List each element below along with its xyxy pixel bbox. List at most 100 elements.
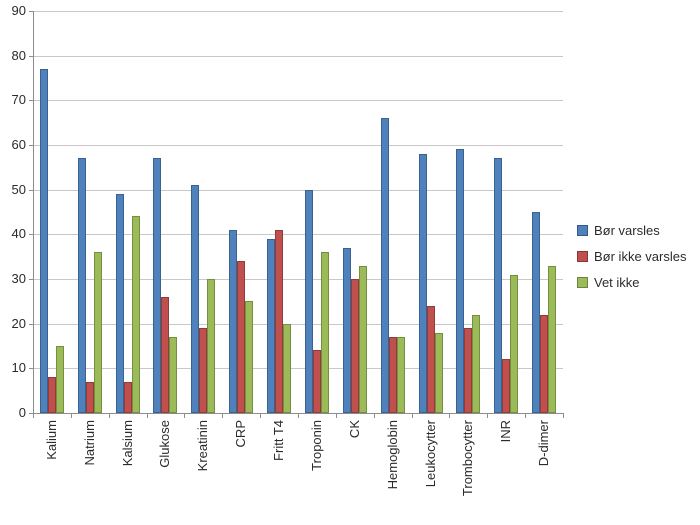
x-axis-category-label: Glukose bbox=[157, 420, 172, 468]
bar-b-r-ikke-varsles bbox=[502, 359, 510, 413]
x-axis-tick bbox=[487, 413, 488, 418]
bar-b-r-varsles bbox=[153, 158, 161, 413]
legend-item: Bør varsles bbox=[577, 222, 686, 238]
bar-vet-ikke bbox=[321, 252, 329, 413]
bar-b-r-varsles bbox=[78, 158, 86, 413]
x-axis-category-label: Leukocytter bbox=[423, 420, 438, 488]
y-axis-tick-label: 20 bbox=[11, 316, 26, 331]
bar-b-r-ikke-varsles bbox=[124, 382, 132, 413]
y-axis-tick-label: 50 bbox=[11, 182, 26, 197]
bar-vet-ikke bbox=[245, 301, 253, 413]
x-axis-tick bbox=[71, 413, 72, 418]
x-axis-tick bbox=[412, 413, 413, 418]
bar-b-r-ikke-varsles bbox=[464, 328, 472, 413]
bar-b-r-ikke-varsles bbox=[199, 328, 207, 413]
x-axis-tick bbox=[336, 413, 337, 418]
bar-b-r-ikke-varsles bbox=[275, 230, 283, 413]
y-axis-tick bbox=[29, 145, 33, 146]
bar-vet-ikke bbox=[397, 337, 405, 413]
gridline bbox=[33, 11, 563, 12]
bar-b-r-varsles bbox=[532, 212, 540, 413]
bar-b-r-varsles bbox=[419, 154, 427, 413]
bar-b-r-ikke-varsles bbox=[389, 337, 397, 413]
gridline bbox=[33, 100, 563, 101]
y-axis-line bbox=[33, 11, 34, 413]
bar-b-r-ikke-varsles bbox=[86, 382, 94, 413]
legend-swatch-icon bbox=[577, 276, 588, 288]
x-axis-tick bbox=[563, 413, 564, 418]
x-axis-category-label: Kalium bbox=[44, 420, 59, 460]
bar-b-r-ikke-varsles bbox=[237, 261, 245, 413]
x-axis-category-label: Troponin bbox=[309, 420, 324, 471]
x-axis-category-label: CK bbox=[347, 420, 362, 439]
x-axis-tick bbox=[374, 413, 375, 418]
legend-swatch-icon bbox=[577, 224, 588, 236]
legend-swatch-icon bbox=[577, 250, 588, 262]
bar-vet-ikke bbox=[132, 216, 140, 413]
bar-b-r-varsles bbox=[494, 158, 502, 413]
gridline bbox=[33, 190, 563, 191]
y-axis-tick-label: 40 bbox=[11, 226, 26, 241]
y-axis-tick-label: 10 bbox=[11, 360, 26, 375]
y-axis-tick bbox=[29, 413, 33, 414]
y-axis-tick bbox=[29, 234, 33, 235]
y-axis-tick bbox=[29, 368, 33, 369]
legend-item: Bør ikke varsles bbox=[577, 248, 686, 264]
bar-b-r-ikke-varsles bbox=[313, 350, 321, 413]
x-axis-category-label: INR bbox=[498, 420, 513, 443]
x-axis-category-label: Natrium bbox=[82, 420, 97, 466]
x-axis-category-label: Kreatinin bbox=[195, 420, 210, 472]
bar-b-r-ikke-varsles bbox=[540, 315, 548, 413]
bar-b-r-varsles bbox=[456, 149, 464, 413]
bar-b-r-varsles bbox=[191, 185, 199, 413]
x-axis-tick bbox=[525, 413, 526, 418]
legend-label: Bør varsles bbox=[594, 222, 660, 238]
x-axis-tick bbox=[147, 413, 148, 418]
x-axis-tick bbox=[33, 413, 34, 418]
x-axis-category-label: Hemoglobin bbox=[385, 420, 400, 490]
y-axis-tick-label: 30 bbox=[11, 271, 26, 286]
bar-vet-ikke bbox=[56, 346, 64, 413]
bar-b-r-varsles bbox=[229, 230, 237, 413]
legend-item: Vet ikke bbox=[577, 274, 686, 290]
y-axis-tick bbox=[29, 100, 33, 101]
x-axis-category-label: CRP bbox=[233, 420, 248, 448]
bar-b-r-varsles bbox=[343, 248, 351, 413]
bar-b-r-varsles bbox=[305, 190, 313, 413]
x-axis-tick bbox=[184, 413, 185, 418]
bar-vet-ikke bbox=[207, 279, 215, 413]
bar-b-r-varsles bbox=[40, 69, 48, 413]
legend: Bør varsles Bør ikke varsles Vet ikke bbox=[577, 222, 686, 300]
bar-vet-ikke bbox=[283, 324, 291, 413]
x-axis-category-label: Kalsium bbox=[120, 420, 135, 467]
bar-vet-ikke bbox=[94, 252, 102, 413]
y-axis-tick-label: 80 bbox=[11, 48, 26, 63]
bar-vet-ikke bbox=[510, 275, 518, 413]
legend-label: Bør ikke varsles bbox=[594, 248, 687, 264]
gridline bbox=[33, 56, 563, 57]
y-axis-tick bbox=[29, 324, 33, 325]
gridline bbox=[33, 279, 563, 280]
x-axis-category-label: Trombocytter bbox=[460, 420, 475, 497]
bar-b-r-ikke-varsles bbox=[427, 306, 435, 413]
y-axis-tick bbox=[29, 11, 33, 12]
gridline bbox=[33, 368, 563, 369]
gridline bbox=[33, 145, 563, 146]
y-axis-tick bbox=[29, 190, 33, 191]
gridline bbox=[33, 234, 563, 235]
bar-b-r-ikke-varsles bbox=[351, 279, 359, 413]
x-axis-tick bbox=[222, 413, 223, 418]
bar-vet-ikke bbox=[169, 337, 177, 413]
bar-b-r-ikke-varsles bbox=[48, 377, 56, 413]
x-axis-tick bbox=[449, 413, 450, 418]
x-axis-tick bbox=[260, 413, 261, 418]
bar-b-r-varsles bbox=[267, 239, 275, 413]
bar-vet-ikke bbox=[359, 266, 367, 413]
y-axis-tick-label: 90 bbox=[11, 3, 26, 18]
x-axis-line bbox=[33, 413, 564, 414]
x-axis-category-label: D-dimer bbox=[536, 420, 551, 467]
bar-vet-ikke bbox=[472, 315, 480, 413]
bar-b-r-varsles bbox=[116, 194, 124, 413]
y-axis-tick-label: 0 bbox=[18, 405, 26, 420]
